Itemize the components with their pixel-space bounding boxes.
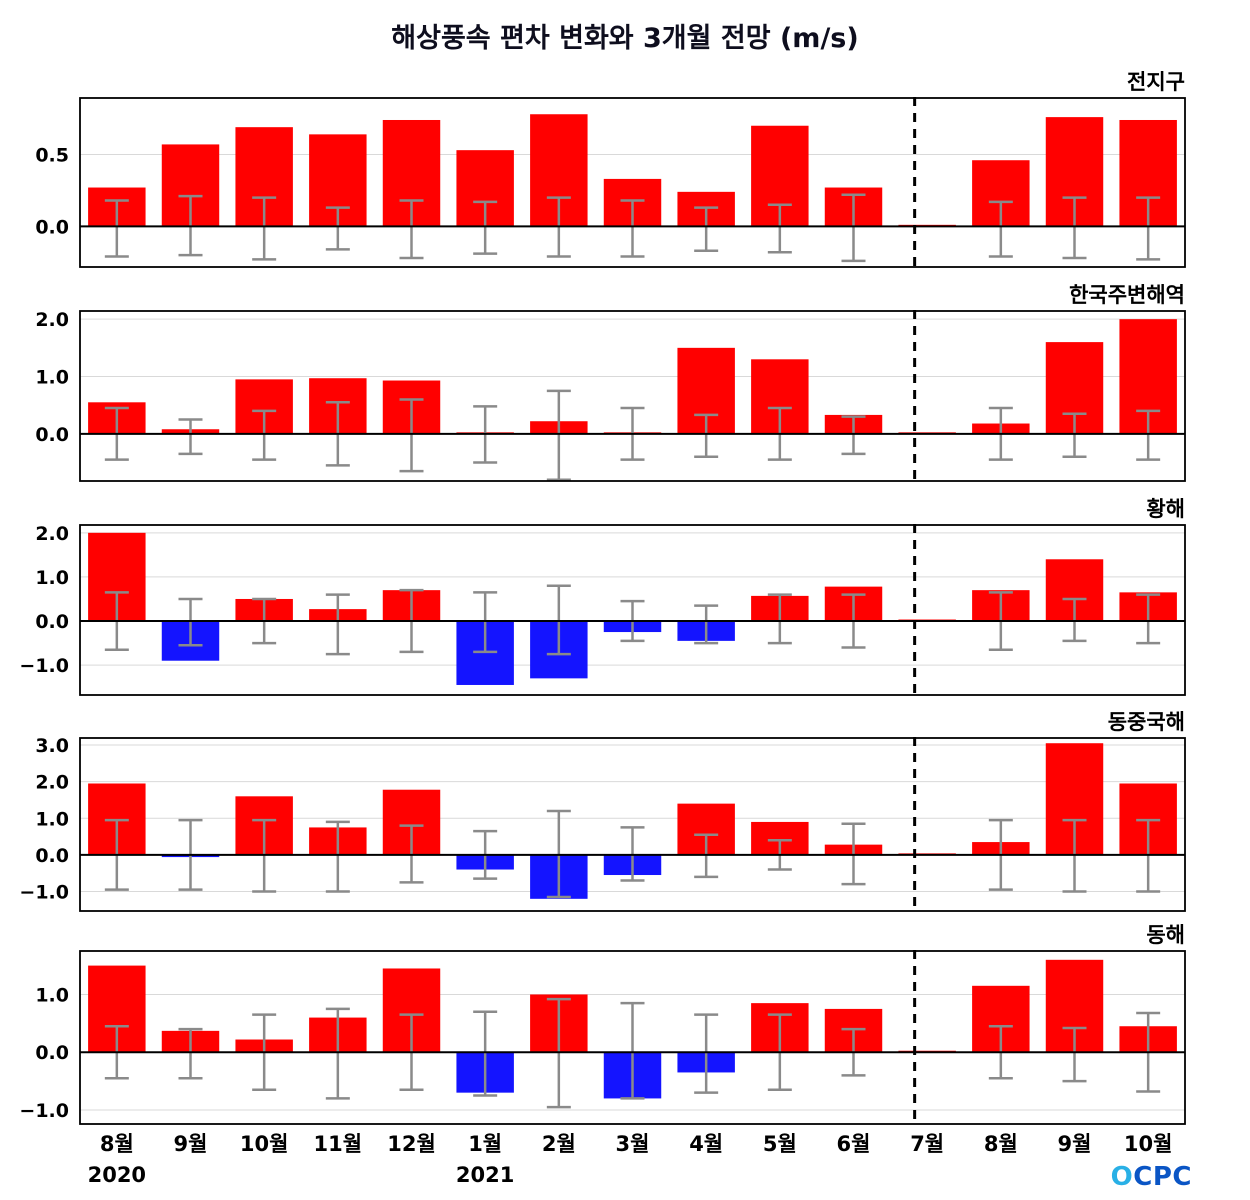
x-tick-label: 10월 bbox=[1123, 1132, 1173, 1156]
x-tick-label: 1월 bbox=[468, 1132, 503, 1156]
panel-plot-korea-coastal: 2.0 1.0 0.0 bbox=[35, 309, 1186, 482]
y-tick-label: 1.0 bbox=[35, 808, 69, 830]
year-label: 2020 bbox=[87, 1163, 147, 1187]
x-axis: 8월 9월 10월 11월 12월 1월 2월 3월 4월 5월 6월 7월 8월 9월 10월 bbox=[0, 1128, 1250, 1164]
panel-label-korea-coastal: 한국주변해역 bbox=[1069, 283, 1185, 307]
x-tick-label: 9월 bbox=[1057, 1132, 1092, 1156]
x-tick-label: 7월 bbox=[910, 1132, 945, 1156]
y-tick-label: 0.0 bbox=[35, 424, 69, 446]
panel-east-sea: 동해 1.0 0.0 −1.0 bbox=[0, 923, 1250, 1125]
y-tick-label: −1.0 bbox=[19, 881, 69, 903]
panel-label-east-sea: 동해 bbox=[1146, 923, 1185, 947]
x-tick-label: 3월 bbox=[615, 1132, 650, 1156]
x-tick-label: 9월 bbox=[173, 1132, 208, 1156]
ocpc-logo-text: CPC bbox=[1133, 1162, 1192, 1192]
y-tick-label: 1.0 bbox=[35, 367, 69, 389]
panel-border bbox=[79, 97, 1186, 268]
y-tick-label: 1.0 bbox=[35, 984, 69, 1006]
y-tick-label: 2.0 bbox=[35, 523, 69, 545]
x-tick-label: 8월 bbox=[983, 1132, 1018, 1156]
panel-plot-east-china-sea: 3.0 2.0 1.0 0.0 −1.0 bbox=[19, 735, 1186, 912]
panel-label-east-china-sea: 동중국해 bbox=[1107, 710, 1185, 734]
panel-label-global: 전지구 bbox=[1127, 70, 1185, 94]
y-tick-label: −1.0 bbox=[19, 655, 69, 677]
y-tick-label: 0.0 bbox=[35, 216, 69, 238]
x-tick-label: 11월 bbox=[313, 1132, 363, 1156]
chart-title: 해상풍속 편차 변화와 3개월 전망 (m/s) bbox=[391, 23, 859, 54]
panel-plot-east-sea: 1.0 0.0 −1.0 bbox=[19, 950, 1186, 1125]
panel-label-yellow-sea: 황해 bbox=[1146, 497, 1185, 521]
y-tick-label: −1.0 bbox=[19, 1100, 69, 1122]
panel-global: 전지구 0.5 0.0 bbox=[0, 70, 1250, 268]
year-row: 2020 2021 bbox=[0, 1163, 1250, 1195]
ocpc-logo: OCPC bbox=[1111, 1162, 1192, 1192]
y-tick-label: 0.0 bbox=[35, 611, 69, 633]
panel-east-china-sea: 동중국해 3.0 2.0 1.0 0.0 −1.0 bbox=[0, 710, 1250, 912]
x-tick-label: 10월 bbox=[239, 1132, 289, 1156]
year-label: 2021 bbox=[455, 1163, 515, 1187]
x-tick-label: 6월 bbox=[836, 1132, 871, 1156]
panel-border bbox=[79, 310, 1186, 482]
y-tick-label: 2.0 bbox=[35, 772, 69, 794]
y-tick-label: 3.0 bbox=[35, 735, 69, 757]
panel-border bbox=[79, 737, 1186, 912]
x-tick-label: 2월 bbox=[541, 1132, 576, 1156]
panel-border bbox=[79, 524, 1186, 696]
x-tick-label: 4월 bbox=[689, 1132, 724, 1156]
panel-plot-global: 0.5 0.0 bbox=[35, 97, 1186, 268]
panel-yellow-sea: 황해 2.0 1.0 0.0 −1.0 bbox=[0, 497, 1250, 696]
y-tick-label: 1.0 bbox=[35, 567, 69, 589]
panel-plot-yellow-sea: 2.0 1.0 0.0 −1.0 bbox=[19, 523, 1186, 696]
panel-korea-coastal: 한국주변해역 2.0 1.0 0.0 bbox=[0, 283, 1250, 482]
x-tick-label: 12월 bbox=[387, 1132, 436, 1156]
y-tick-label: 2.0 bbox=[35, 309, 69, 331]
panel-border bbox=[79, 950, 1186, 1125]
x-tick-label: 8월 bbox=[99, 1132, 134, 1156]
ocpc-logo-mark: O bbox=[1110, 1162, 1134, 1192]
x-tick-label: 5월 bbox=[762, 1132, 797, 1156]
y-tick-label: 0.5 bbox=[35, 144, 69, 166]
y-tick-label: 0.0 bbox=[35, 845, 69, 867]
y-tick-label: 0.0 bbox=[35, 1042, 69, 1064]
